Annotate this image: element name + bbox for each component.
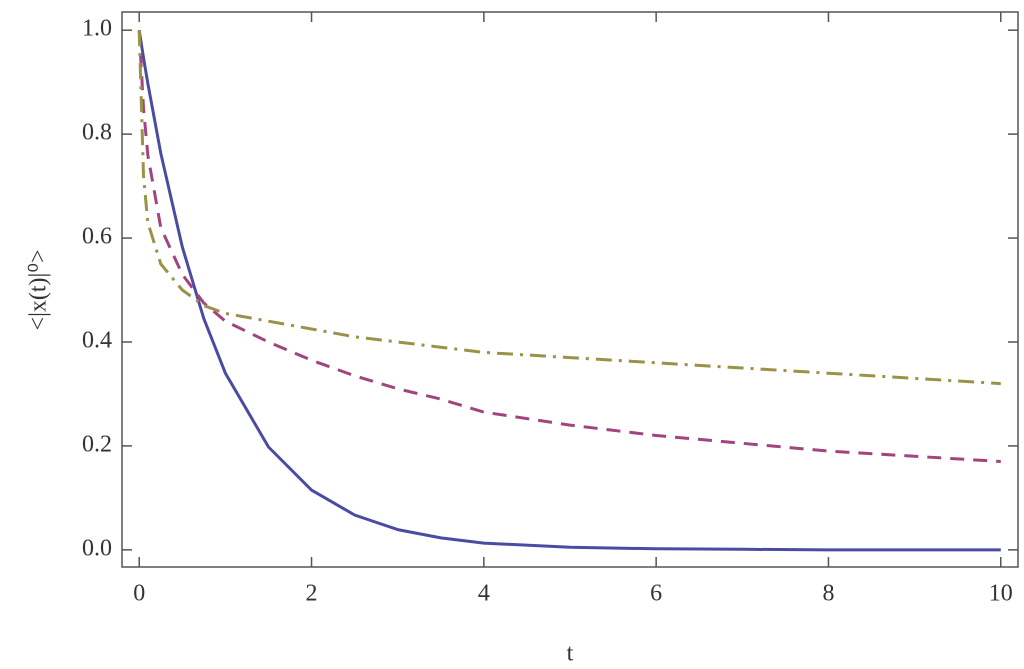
- line-series: [137, 30, 1001, 386]
- x-tick-label: 10: [989, 581, 1013, 607]
- y-tick-label: 0.6: [82, 224, 112, 250]
- y-axis-label: <|x(t)|⁰>: [26, 250, 52, 331]
- y-tick-label: 1.0: [82, 16, 112, 42]
- y-tick-label: 0.2: [82, 431, 112, 457]
- x-tick-label: 2: [306, 581, 318, 607]
- x-tick-label: 6: [650, 581, 662, 607]
- y-tick-label: 0.0: [82, 535, 112, 561]
- y-tick-label: 0.8: [82, 120, 112, 146]
- x-axis-label: t: [567, 641, 574, 667]
- x-tick-label: 0: [133, 581, 145, 607]
- x-tick-label: 8: [822, 581, 834, 607]
- x-tick-label: 4: [478, 581, 490, 607]
- y-tick-label: 0.4: [82, 327, 112, 353]
- line-series: [137, 30, 1001, 463]
- plot-frame: [121, 11, 1019, 568]
- line-series: [137, 29, 1001, 552]
